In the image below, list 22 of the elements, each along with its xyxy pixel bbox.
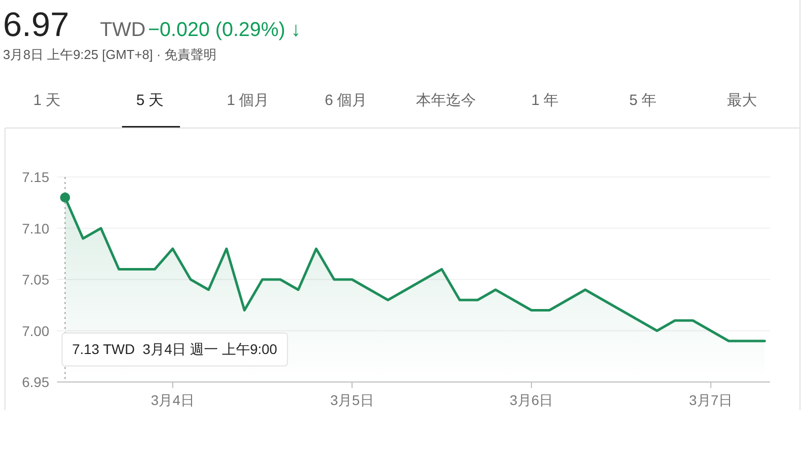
- text: 本年迄今: [416, 92, 476, 109]
- y-tick-label: 6.95: [22, 374, 50, 390]
- chart-subtitle: 3月8日 上午9:25 [GMT+8] · 免責聲明: [3, 47, 216, 62]
- text: 1 年: [531, 92, 559, 109]
- text: 最大: [727, 92, 757, 109]
- x-tick-label: 3月6日: [510, 392, 554, 408]
- text: −0.020 (0.29%) ↓: [148, 19, 301, 41]
- text: TWD: [100, 19, 146, 41]
- x-tick-label: 3月7日: [689, 392, 733, 408]
- text: 5 天: [136, 92, 164, 109]
- chart-title: 6.97: [3, 6, 70, 44]
- text: 6 個月: [324, 92, 368, 109]
- x-tick-label: 3月4日: [150, 392, 194, 408]
- text: 5 年: [629, 92, 657, 109]
- y-tick-label: 7.15: [22, 169, 50, 185]
- text: 1 天: [33, 92, 61, 109]
- y-tick-label: 7.00: [22, 322, 50, 339]
- y-tick-label: 7.05: [22, 272, 50, 288]
- x-tick-label: 3月5日: [330, 392, 374, 408]
- y-tick-label: 7.10: [22, 220, 50, 236]
- annotation: 7.13 TWD 3月4日 週一 上午9:00: [72, 341, 278, 357]
- text: 1 個月: [226, 92, 270, 109]
